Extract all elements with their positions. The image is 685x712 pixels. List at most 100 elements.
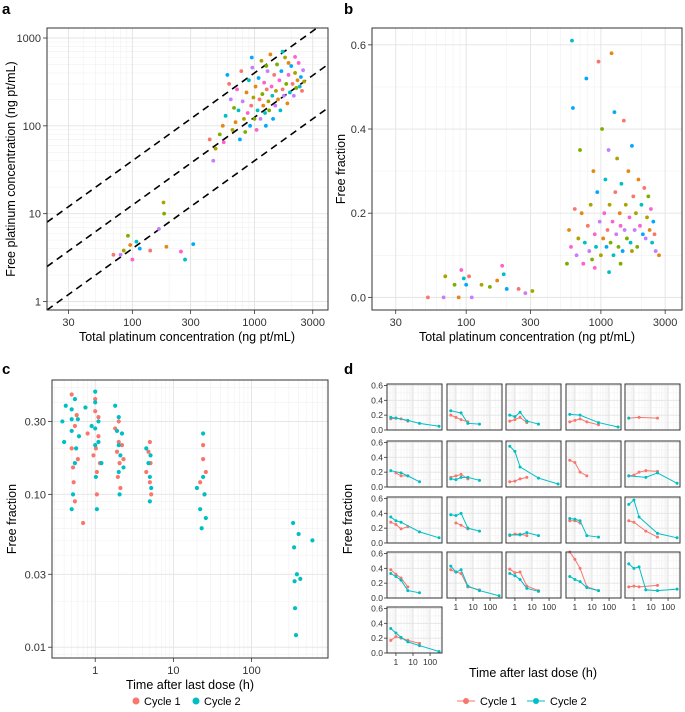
facet-cycle1-point (454, 521, 458, 525)
panel-a-data-point (257, 97, 262, 102)
facet-cycle1-point (417, 641, 421, 645)
facet-cycle2-point (513, 415, 517, 419)
facet-cycle1-point (459, 418, 463, 422)
panel-c-cycle1-point (116, 439, 121, 445)
panel-c-cycle1-point (149, 492, 154, 497)
facet-cycle2-point (596, 589, 600, 593)
panel-b-data-point (616, 244, 621, 249)
facet-cycle2-point (417, 591, 421, 595)
facet-frame (624, 551, 681, 599)
panel-b-data-point (584, 76, 589, 81)
facet-cycle2-point (568, 517, 572, 521)
facet-cycle1-point (406, 585, 410, 589)
facet-cycle1-point (578, 470, 582, 474)
facet-cycle1-point (518, 570, 522, 574)
facet-cycle1-point (459, 523, 463, 527)
facet-cycle1-point (568, 420, 572, 424)
legend-panel-d: Cycle 1 Cycle 2 (457, 696, 587, 708)
panel-c-cycle2-point (117, 492, 122, 497)
panel-a-data-point (161, 200, 166, 205)
panel-a-data-point (264, 87, 269, 92)
facet-cycle2-point (556, 482, 560, 486)
panel-a-data-point (302, 79, 307, 84)
facet-cycle2-point (454, 570, 458, 574)
panel-b-data-point (613, 190, 618, 195)
panel-a-data-point (179, 249, 183, 254)
facet-cycle1-point (644, 469, 648, 473)
facet-frame (624, 383, 681, 431)
facet-cycle1-point (454, 474, 458, 478)
facet-cycle1-line (628, 520, 658, 538)
panel-c-cycle1-point (146, 449, 151, 454)
panel-a-data-point (269, 84, 274, 89)
panel-b-data-point (592, 232, 597, 237)
facet-frame (624, 440, 681, 488)
panel-b-data-point (651, 219, 656, 224)
facet-cycle1-line (390, 521, 409, 530)
facet-cycle2-line (628, 472, 678, 484)
panel-c-cycle2-point (96, 419, 101, 424)
panel-b-data-point (630, 249, 634, 253)
panel-b-data-point (621, 118, 626, 123)
facet-cycle2-point (394, 416, 398, 420)
panel-a-data-point (266, 99, 271, 104)
facet-cycle2-point (406, 474, 410, 478)
facet-cycle2-point (389, 515, 393, 519)
facet-panel-3 (505, 383, 562, 431)
panel-c-cycle1-point (118, 485, 123, 491)
facet-frame (446, 440, 503, 488)
facet-cycle1-line (509, 416, 528, 423)
facet-cycle2-point (459, 511, 463, 515)
panel-c-cycle2-point (114, 428, 120, 434)
facet-cycle2-point (437, 536, 441, 540)
panel-c-cycle1-point (94, 469, 99, 475)
facet-cycle1-point (508, 419, 512, 423)
facet-cycle1-point (459, 472, 463, 476)
panel-c-cycle2-point (116, 415, 121, 420)
panel-b-data-point (443, 274, 448, 279)
facet-frame (624, 496, 681, 544)
panel-b-y-axis-title: Free fraction (334, 134, 348, 204)
legend-panel-c: Cycle 1 Cycle 2 (132, 696, 241, 708)
facet-x-tick-label: 100 (423, 657, 437, 667)
panel-c-cycle1-point (85, 431, 90, 436)
panel-b-data-point (572, 207, 577, 211)
facet-cycle2-point (454, 478, 458, 482)
panel-b-data-point (530, 289, 535, 293)
facet-cycle2-point (675, 587, 679, 591)
facet-cycle2-point (389, 469, 393, 473)
panel-a-data-point (275, 62, 279, 67)
panel-a-data-point (183, 257, 187, 262)
facet-panel-5 (624, 383, 681, 431)
panel-b-data-point (592, 266, 597, 270)
facet-cycle2-point (596, 421, 600, 425)
panel-b-data-point (605, 228, 610, 232)
facet-cycle1-point (632, 520, 636, 524)
facet-cycle2-point (632, 566, 636, 570)
facet-cycle2-point (497, 594, 501, 598)
panel-b-data-point (634, 211, 638, 216)
facet-cycle2-point (525, 531, 529, 535)
panel-c-cycle2-point (148, 453, 153, 458)
facet-cycle2-point (644, 475, 648, 479)
panel-b-data-point (579, 211, 584, 216)
panel-b-data-point (495, 278, 500, 283)
panel-b-data-point (608, 240, 613, 245)
panel-c-x-axis-title: Time after last dose (h) (126, 678, 254, 692)
panel-a-data-point (148, 248, 153, 253)
facet-cycle2-point (449, 477, 453, 481)
panel-b-data-point (632, 228, 637, 232)
facet-cycle2-point (568, 574, 572, 578)
panel-a-data-point (262, 80, 267, 85)
panel-c-cycle2-point (62, 439, 67, 445)
panel-a-scatter-chart: 30 100 300 1000 3000 1 10 100 1000 a Total plati… (2, 1, 329, 344)
facet-panel-1: 0.0 0.2 0.4 0.6 (371, 380, 443, 435)
panel-c-cycle1-point (72, 423, 78, 429)
facet-x-tick-label: 10 (587, 602, 597, 612)
facet-cycle2-point (536, 422, 540, 426)
facet-panel-7 (446, 440, 503, 488)
facet-x-tick-label: 10 (527, 602, 537, 612)
panel-a-data-point (162, 211, 167, 216)
facet-cycle1-point (389, 520, 393, 524)
facet-cycle1-point (568, 458, 572, 462)
